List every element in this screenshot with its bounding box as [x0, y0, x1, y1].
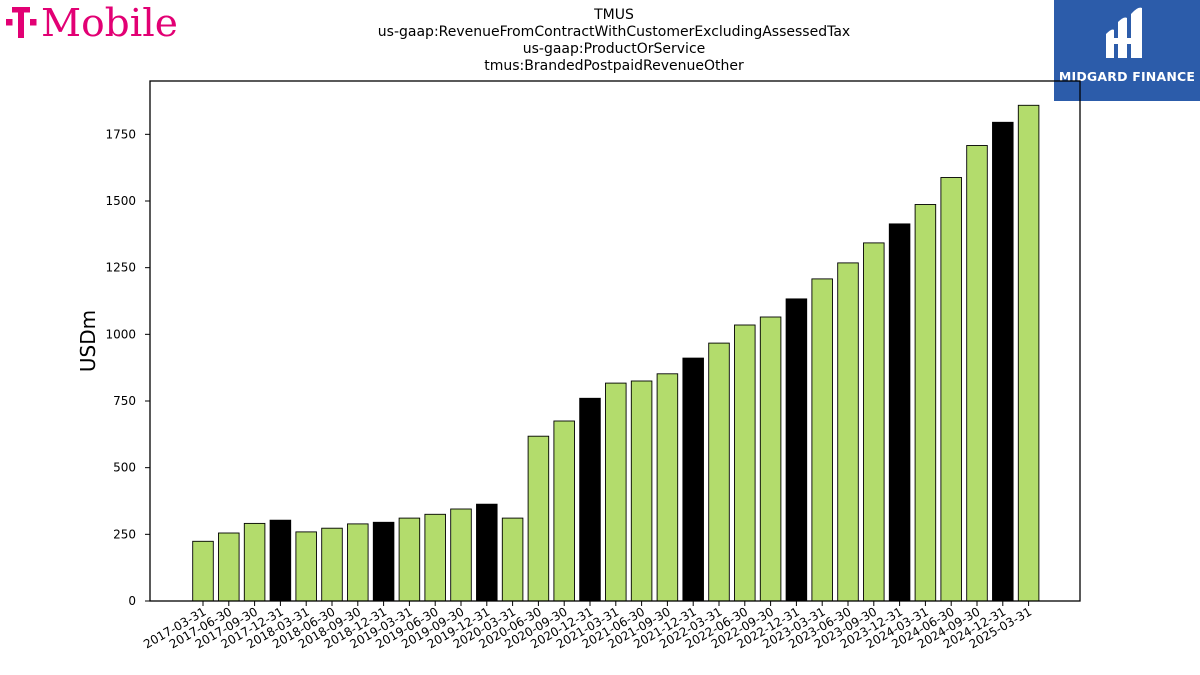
title-line-2: us-gaap:RevenueFromContractWithCustomerE…: [377, 24, 851, 40]
y-axis-ticks: 0 250 500 750 1000 1250 1500 1750: [105, 127, 150, 608]
midgard-finance-text: MIDGARD FINANCE: [1058, 69, 1196, 84]
x-axis-ticks: 2017-03-312017-06-302017-09-302017-12-31…: [141, 601, 1034, 651]
title-line-3: us-gaap:ProductOrService: [522, 41, 706, 57]
bar-2022-09-30: [759, 316, 782, 602]
midgard-finance-logo-icon: [1106, 7, 1142, 59]
y-tick-label: 500: [113, 461, 136, 475]
bar-2018-12-31: [372, 521, 395, 602]
bar-2024-06-30: [940, 177, 962, 602]
bar-2019-03-31: [398, 517, 421, 602]
bar-2023-09-30: [863, 242, 885, 602]
bar-2021-12-31: [682, 357, 704, 602]
bar-2017-06-30: [218, 532, 240, 602]
plot-frame: [149, 80, 1081, 602]
bar-2017-12-31: [269, 519, 292, 602]
bar-2024-12-31: [992, 121, 1014, 602]
y-tick-label: 1750: [105, 127, 136, 141]
y-tick-label: 250: [113, 527, 136, 541]
y-tick-label: 0: [128, 594, 136, 608]
title-line-1: TMUS: [594, 7, 634, 23]
bar-2020-03-31: [501, 517, 524, 602]
bar-2020-12-31: [579, 397, 601, 602]
bar-2022-12-31: [785, 298, 808, 602]
bar-2021-03-31: [605, 382, 627, 602]
y-tick-label: 1250: [105, 261, 136, 275]
bar-2019-06-30: [424, 513, 446, 602]
bar-2022-06-30: [734, 324, 756, 602]
bar-2023-12-31: [888, 223, 911, 602]
bar-2025-03-31: [1017, 104, 1040, 602]
bars-group: [192, 104, 1040, 602]
bar-2022-03-31: [708, 342, 730, 602]
bar-2024-09-30: [966, 145, 988, 602]
bar-2018-09-30: [347, 523, 369, 602]
y-tick-label: 750: [113, 394, 136, 408]
y-axis-label: USDm: [76, 310, 100, 372]
bar-2019-12-31: [476, 503, 498, 602]
y-tick-label: 1500: [105, 194, 136, 208]
bar-2018-06-30: [321, 527, 343, 602]
bar-2018-03-31: [295, 531, 317, 602]
bar-2023-03-31: [811, 278, 833, 602]
bar-2023-06-30: [837, 262, 859, 602]
t-mobile-logo: Mobile: [6, 2, 178, 44]
bar-2019-09-30: [450, 508, 472, 602]
midgard-finance-badge: MIDGARD FINANCE: [1054, 0, 1200, 101]
svg-text:Mobile: Mobile: [41, 2, 178, 44]
bar-2021-06-30: [630, 380, 653, 602]
bar-2024-03-31: [914, 204, 937, 602]
bar-2021-09-30: [656, 373, 679, 602]
title-line-4: tmus:BrandedPostpaidRevenueOther: [484, 58, 744, 74]
y-tick-label: 1000: [105, 327, 136, 341]
bar-2020-06-30: [527, 435, 550, 602]
bar-2017-09-30: [243, 522, 266, 602]
chart-title: TMUS us-gaap:RevenueFromContractWithCust…: [300, 7, 928, 75]
bar-2020-09-30: [553, 420, 575, 602]
bar-2017-03-31: [192, 540, 214, 602]
